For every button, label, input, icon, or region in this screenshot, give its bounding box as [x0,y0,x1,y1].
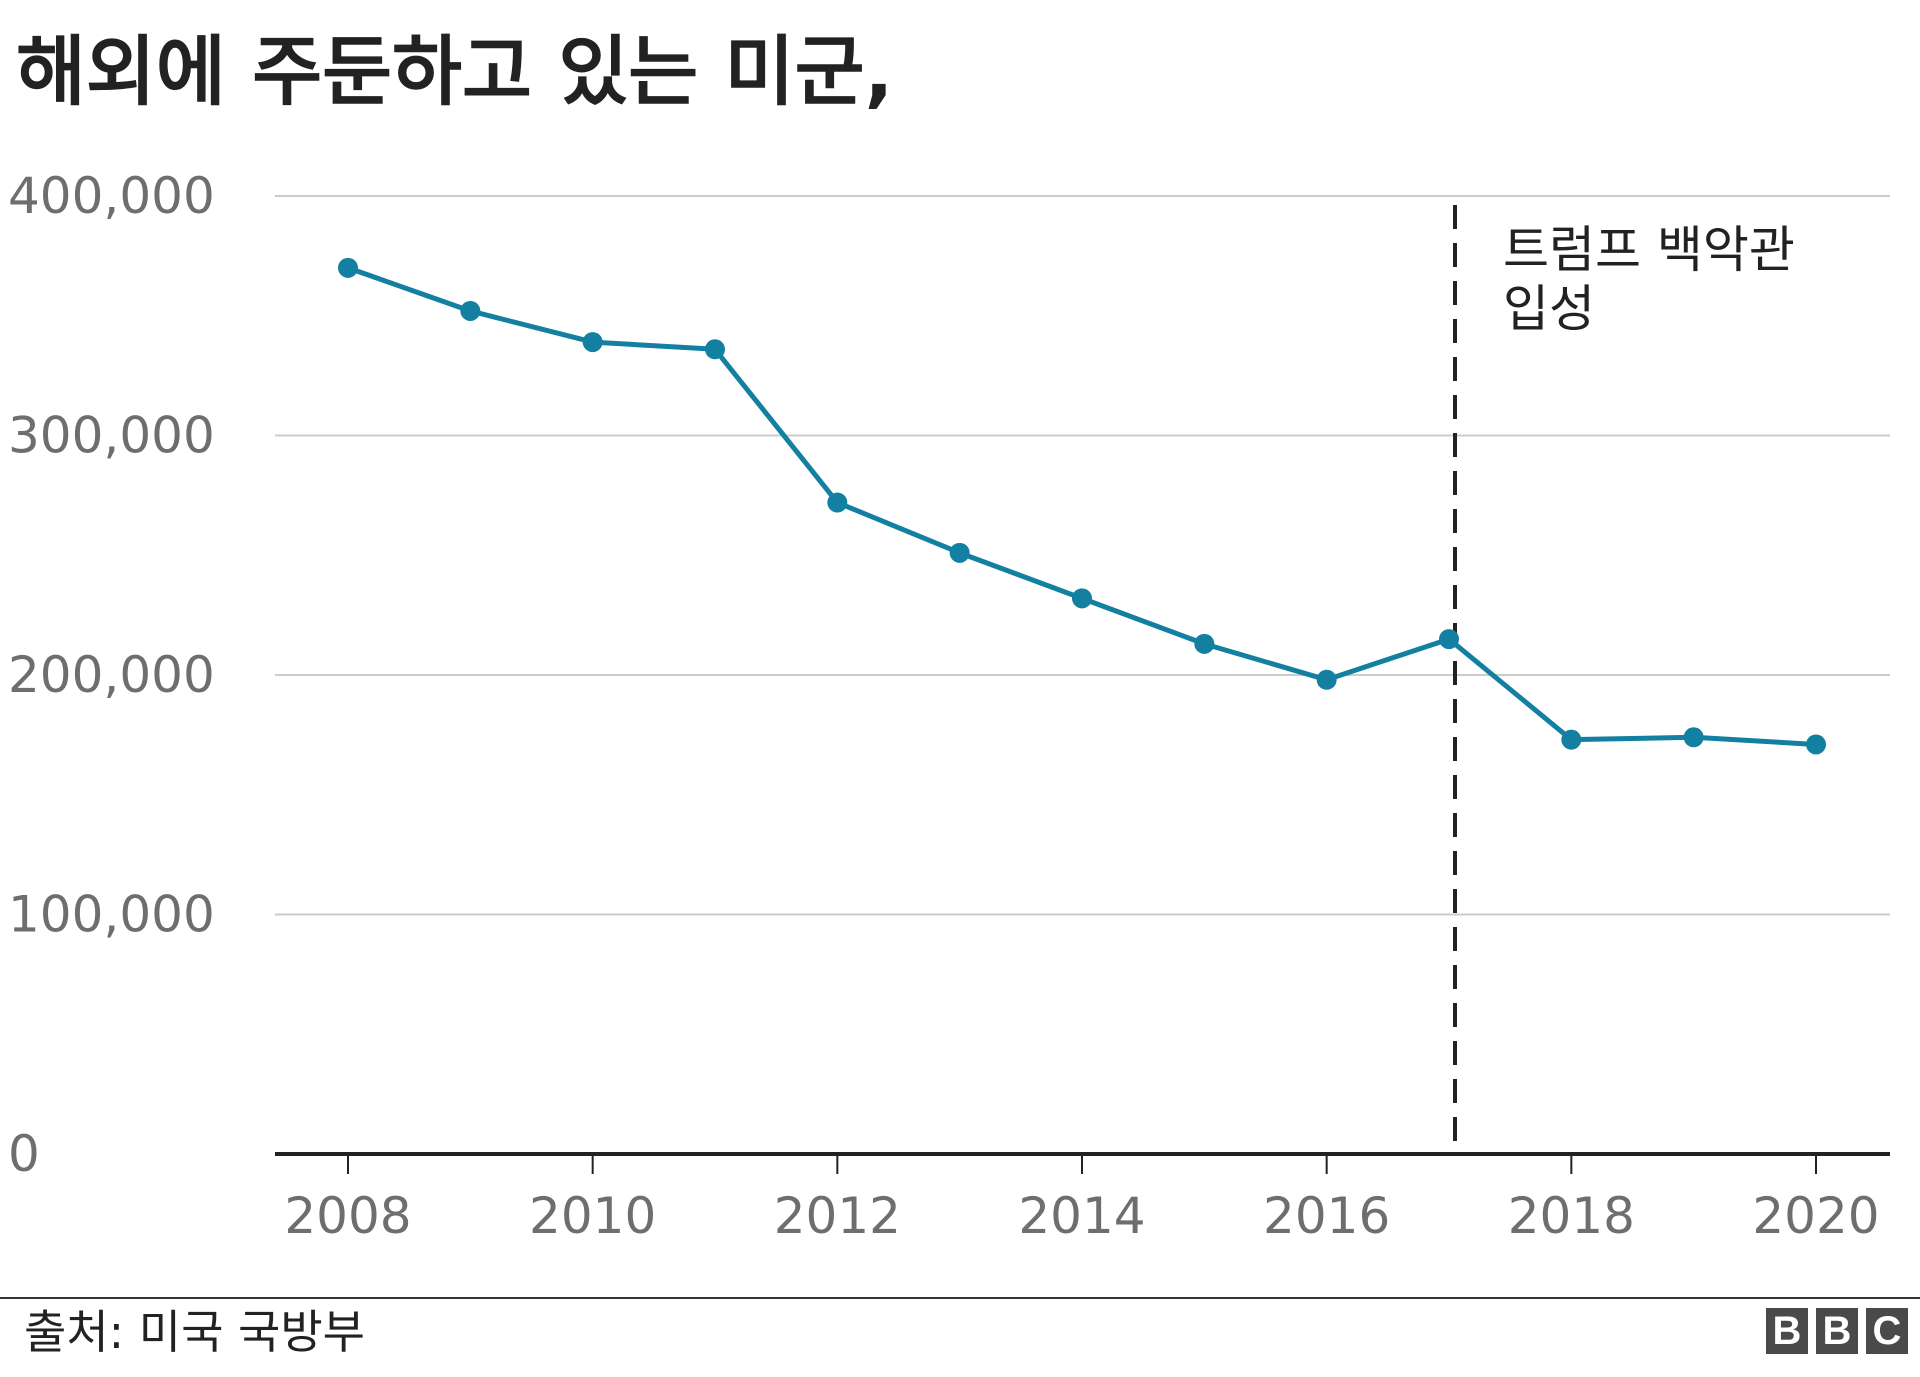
annotation-label: 트럼프 백악관 [1503,221,1795,279]
data-point [1806,734,1826,755]
data-point [1072,588,1092,609]
series [338,257,1826,755]
x-tick-label: 2016 [1263,1187,1390,1245]
bbc-logo-letter-b1: B [1766,1308,1808,1354]
x-tick-label: 2012 [774,1187,901,1245]
y-axis-tick-labels: 0 100,000 200,000 300,000 400,000 [8,167,215,1183]
bbc-logo-letter-c: C [1866,1308,1908,1354]
x-tick-label: 2010 [529,1187,656,1245]
series-line [347,265,1817,747]
footer-divider [0,1297,1920,1299]
bbc-logo-letter-b2: B [1816,1308,1858,1354]
data-point [1316,669,1337,690]
data-point [827,492,848,513]
gridlines [275,195,1890,916]
chart-title: 해외에 주둔하고 있는 미군, [16,27,894,116]
data-point [1194,633,1215,654]
x-tick-label: 2018 [1508,1187,1635,1245]
x-tick-label: 2020 [1752,1187,1879,1245]
data-point [582,332,603,353]
data-point [1439,629,1459,650]
y-tick-label: 0 [8,1125,40,1183]
y-tick-label: 300,000 [8,407,215,465]
y-tick-label: 400,000 [8,167,215,225]
x-axis: 2008 2010 2012 2014 2016 2018 2020 [275,1152,1890,1245]
source-note: 출처: 미국 국방부 [24,1305,365,1359]
y-tick-label: 100,000 [8,886,215,944]
data-point [1683,727,1704,748]
data-point [1561,729,1582,750]
data-point [460,300,481,321]
x-tick-label: 2008 [284,1187,411,1245]
annotation-label: 입성 [1503,280,1595,338]
bbc-logo: B B C [1766,1308,1908,1354]
data-point [705,339,725,360]
y-tick-label: 200,000 [8,646,215,704]
x-tick-label: 2014 [1018,1187,1145,1245]
data-point [949,542,970,563]
data-point [338,257,358,278]
